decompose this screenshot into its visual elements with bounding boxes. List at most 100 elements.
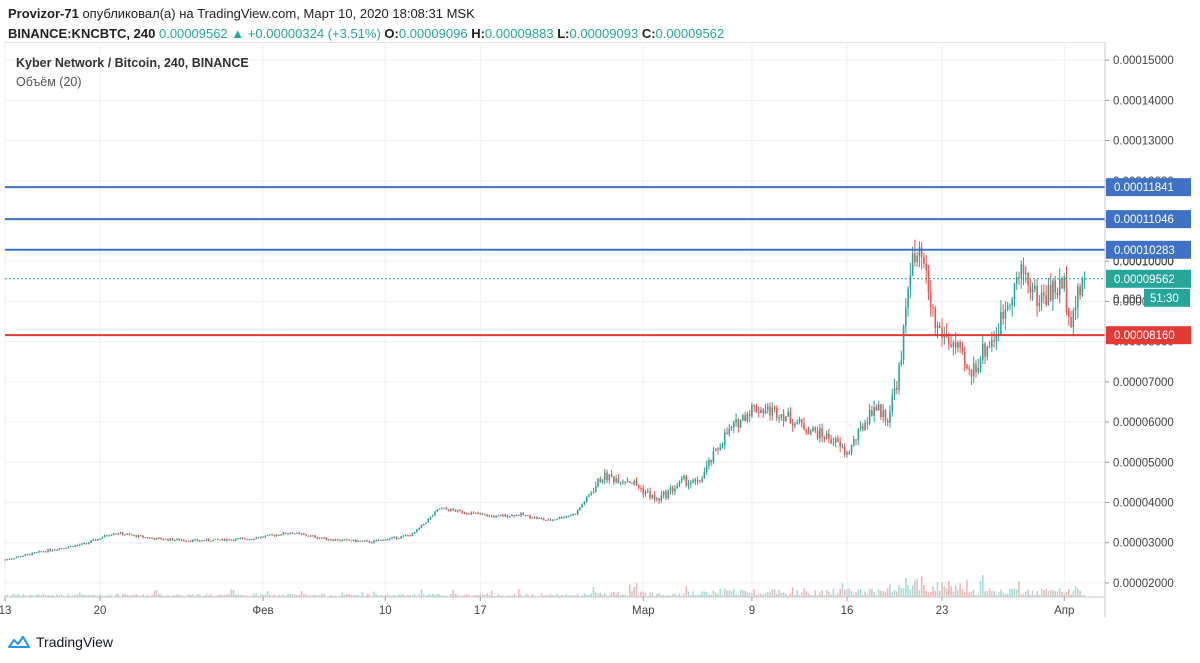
level-price-label: 0.00011046 bbox=[1114, 214, 1174, 226]
plot-area[interactable] bbox=[4, 42, 1106, 598]
candle-body bbox=[703, 472, 706, 479]
volume-bar bbox=[228, 594, 230, 597]
candle-body bbox=[441, 508, 443, 510]
candle-body bbox=[527, 515, 529, 517]
volume-bar bbox=[481, 594, 484, 597]
candle-body bbox=[194, 539, 196, 541]
candle-body bbox=[407, 535, 409, 537]
volume-bar bbox=[425, 595, 427, 597]
volume-bar bbox=[916, 578, 918, 597]
candle-body bbox=[914, 253, 916, 263]
volume-bar bbox=[183, 595, 185, 597]
time-tick-label: 20 bbox=[94, 605, 107, 617]
volume-bar bbox=[737, 594, 740, 597]
candle-body bbox=[606, 472, 608, 481]
volume-bar bbox=[398, 594, 400, 597]
candle-body bbox=[259, 536, 262, 538]
candle-body bbox=[993, 340, 995, 342]
candle-body bbox=[893, 387, 896, 396]
volume-bar bbox=[1040, 588, 1043, 597]
price-chart[interactable]: 0.000150000.000140000.000130000.00012000… bbox=[0, 42, 1200, 632]
volume-bar bbox=[441, 595, 443, 597]
candle-body bbox=[87, 542, 90, 544]
candle-body bbox=[941, 327, 943, 338]
candle-body bbox=[728, 428, 731, 435]
candle-body bbox=[819, 428, 821, 439]
volume-bar bbox=[26, 595, 29, 597]
candle-body bbox=[237, 538, 239, 540]
volume-bar bbox=[880, 590, 882, 597]
volume-bar bbox=[198, 594, 201, 597]
candle-body bbox=[219, 539, 221, 541]
candle-body bbox=[705, 465, 708, 473]
volume-bar bbox=[375, 594, 377, 597]
candle-body bbox=[379, 539, 382, 541]
volume-bar bbox=[38, 594, 40, 597]
volume-bar bbox=[975, 595, 977, 597]
candle-body bbox=[934, 308, 937, 329]
volume-bar bbox=[755, 594, 758, 597]
candle-body bbox=[1040, 292, 1043, 303]
candle-body bbox=[567, 515, 570, 517]
candle-body bbox=[300, 533, 303, 535]
volume-bar bbox=[250, 595, 253, 597]
candle-body bbox=[617, 478, 620, 484]
volume-bar bbox=[155, 589, 158, 597]
candle-body bbox=[565, 516, 568, 518]
volume-bar bbox=[146, 594, 149, 597]
chart-header: Provizor-71 опубликовал(а) на TradingVie… bbox=[8, 4, 724, 44]
candle-body bbox=[667, 490, 669, 498]
volume-bar bbox=[936, 581, 939, 597]
price-axis[interactable]: 0.000150000.000140000.000130000.00012000… bbox=[1105, 55, 1174, 590]
volume-bar bbox=[173, 595, 176, 597]
candle-body bbox=[936, 325, 939, 329]
volume-bar bbox=[395, 595, 398, 597]
volume-bar bbox=[479, 594, 482, 597]
volume-bar bbox=[604, 593, 606, 597]
volume-bar bbox=[1058, 588, 1061, 597]
candle-body bbox=[54, 549, 56, 551]
candle-body bbox=[619, 482, 622, 484]
volume-bar bbox=[264, 594, 267, 597]
volume-bar bbox=[130, 595, 133, 597]
volume-bar bbox=[796, 590, 798, 597]
volume-bar bbox=[160, 594, 162, 597]
volume-bar bbox=[966, 579, 968, 597]
candle-body bbox=[486, 514, 488, 517]
candle-body bbox=[456, 509, 459, 512]
author-name[interactable]: Provizor-71 bbox=[8, 6, 79, 21]
candle-body bbox=[176, 538, 178, 540]
volume-bar bbox=[742, 590, 744, 597]
volume-bar bbox=[404, 595, 407, 597]
candle-body bbox=[1072, 310, 1075, 328]
horizontal-levels[interactable] bbox=[5, 186, 1105, 337]
volume-bar bbox=[413, 594, 416, 597]
volume-bar bbox=[832, 588, 835, 597]
volume-bar bbox=[128, 595, 131, 597]
volume-bar bbox=[289, 594, 291, 597]
tradingview-branding[interactable]: TradingView bbox=[8, 634, 113, 650]
volume-bar bbox=[791, 587, 794, 597]
candle-body bbox=[271, 534, 273, 536]
candle-body bbox=[90, 540, 92, 543]
volume-bar bbox=[121, 593, 124, 597]
candle-body bbox=[314, 535, 316, 538]
volume-bar bbox=[805, 590, 808, 597]
candle-body bbox=[1031, 289, 1034, 293]
volume-bar bbox=[142, 594, 144, 597]
candle-body bbox=[723, 432, 726, 445]
volume-bar bbox=[948, 580, 950, 597]
time-axis[interactable]: 13 20 Фев 10 17 Мар 9 16 23 Апр bbox=[0, 597, 1074, 617]
candle-body bbox=[10, 558, 13, 560]
candle-body bbox=[1074, 307, 1077, 311]
candle-body bbox=[536, 516, 538, 519]
volume-bar bbox=[87, 595, 90, 597]
volume-bar bbox=[1031, 590, 1034, 597]
volume-bar bbox=[746, 592, 749, 597]
candle-body bbox=[438, 508, 441, 510]
volume-bar bbox=[995, 594, 998, 597]
candle-body bbox=[94, 539, 97, 541]
candle-body bbox=[1047, 284, 1050, 305]
volume-bar bbox=[309, 594, 312, 597]
candle-body bbox=[633, 481, 636, 484]
